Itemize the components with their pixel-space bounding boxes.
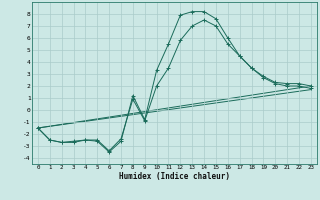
X-axis label: Humidex (Indice chaleur): Humidex (Indice chaleur) (119, 172, 230, 181)
